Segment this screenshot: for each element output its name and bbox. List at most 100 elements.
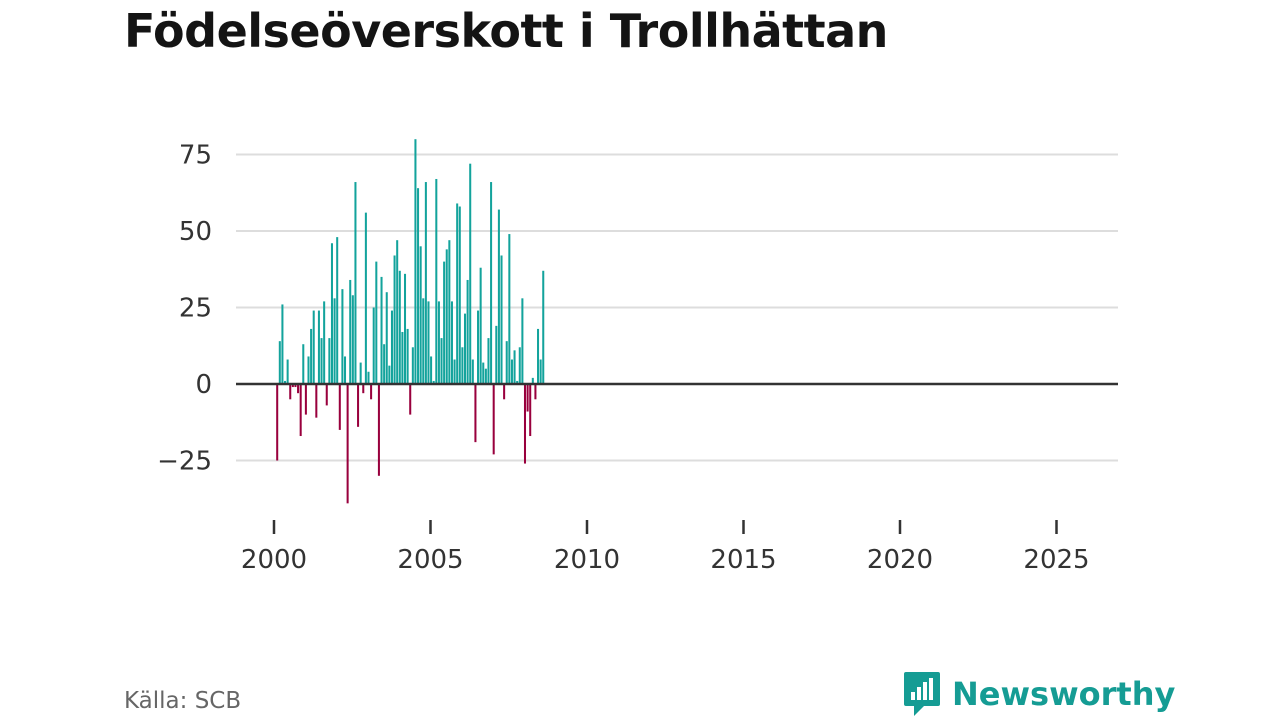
bar xyxy=(474,384,477,443)
bar xyxy=(330,243,333,384)
bar xyxy=(458,206,461,384)
bar xyxy=(307,356,310,384)
bar xyxy=(503,384,506,400)
bar xyxy=(453,359,456,384)
y-tick-label: 75 xyxy=(179,141,212,171)
bar xyxy=(508,234,511,384)
bar xyxy=(427,301,430,384)
bar xyxy=(445,249,448,384)
brand-logo[interactable]: Newsworthy xyxy=(902,670,1175,718)
bar xyxy=(351,295,354,384)
bar xyxy=(328,338,331,384)
bar xyxy=(341,289,344,384)
newsworthy-logo-icon xyxy=(904,672,940,716)
bar xyxy=(500,255,503,384)
bar xyxy=(450,301,453,384)
bar xyxy=(448,240,451,384)
bar xyxy=(529,384,532,437)
bar xyxy=(289,384,292,400)
bar xyxy=(310,328,313,384)
x-tick-label: 2015 xyxy=(710,545,776,575)
bar xyxy=(466,279,469,384)
bar xyxy=(278,341,281,384)
bar xyxy=(487,338,490,384)
bar xyxy=(456,203,459,384)
bar xyxy=(357,384,360,427)
bar xyxy=(497,209,500,384)
bar xyxy=(323,301,326,384)
bar xyxy=(435,178,438,384)
x-tick-label: 2005 xyxy=(397,545,463,575)
bar xyxy=(333,298,336,384)
bar xyxy=(505,341,508,384)
source-note: Källa: SCB xyxy=(124,688,242,714)
bar xyxy=(471,359,474,384)
bar xyxy=(286,359,289,384)
y-tick-label: 0 xyxy=(195,370,212,400)
bar xyxy=(390,310,393,384)
bar xyxy=(518,347,521,384)
bar xyxy=(359,362,362,384)
bar xyxy=(417,188,420,384)
bar xyxy=(375,261,378,384)
x-tick-label: 2020 xyxy=(867,545,933,575)
bar xyxy=(440,338,443,384)
bar xyxy=(385,292,388,384)
bar xyxy=(490,182,493,384)
bar xyxy=(343,356,347,384)
bar xyxy=(380,276,383,384)
bar xyxy=(437,301,440,384)
bar xyxy=(302,344,305,384)
bar xyxy=(312,310,315,384)
bar xyxy=(414,139,417,384)
bar xyxy=(346,384,349,504)
bar xyxy=(463,313,467,384)
bar xyxy=(372,307,375,384)
x-tick-label: 2010 xyxy=(554,545,620,575)
bar xyxy=(364,212,367,384)
bar xyxy=(422,298,425,384)
bar xyxy=(411,347,414,384)
bar xyxy=(537,328,540,384)
bar xyxy=(534,384,537,400)
y-tick-label: −25 xyxy=(157,447,212,477)
bar xyxy=(304,384,307,415)
bar xyxy=(406,328,409,384)
bar xyxy=(349,279,352,384)
bar xyxy=(424,182,427,384)
bar xyxy=(495,325,498,384)
chart-title: Födelseöverskott i Trollhättan xyxy=(124,4,888,58)
bar xyxy=(367,371,370,384)
bar xyxy=(398,270,401,384)
bar xyxy=(482,362,485,384)
bar xyxy=(430,356,433,384)
bars xyxy=(276,139,545,504)
bar xyxy=(276,384,279,461)
bar xyxy=(409,384,412,415)
bar xyxy=(396,240,399,384)
bar xyxy=(432,380,435,384)
bar xyxy=(492,384,495,455)
bar xyxy=(539,359,542,384)
y-axis: −25 0 25 50 75 xyxy=(157,141,212,477)
bar xyxy=(516,380,519,384)
bar xyxy=(383,344,386,384)
bar xyxy=(419,246,422,384)
bar xyxy=(338,384,341,430)
bar xyxy=(510,359,513,384)
bar xyxy=(523,384,527,464)
bar xyxy=(542,270,545,384)
y-tick-label: 50 xyxy=(179,217,212,247)
bar xyxy=(291,384,294,388)
bar xyxy=(320,338,323,384)
bar xyxy=(461,347,464,384)
bar xyxy=(284,380,287,384)
bar xyxy=(336,237,339,384)
bar xyxy=(403,273,407,384)
bar xyxy=(484,368,487,384)
bar xyxy=(281,304,284,384)
bar xyxy=(526,384,529,412)
grid-lines xyxy=(236,153,1118,462)
x-tick-label: 2025 xyxy=(1023,545,1089,575)
